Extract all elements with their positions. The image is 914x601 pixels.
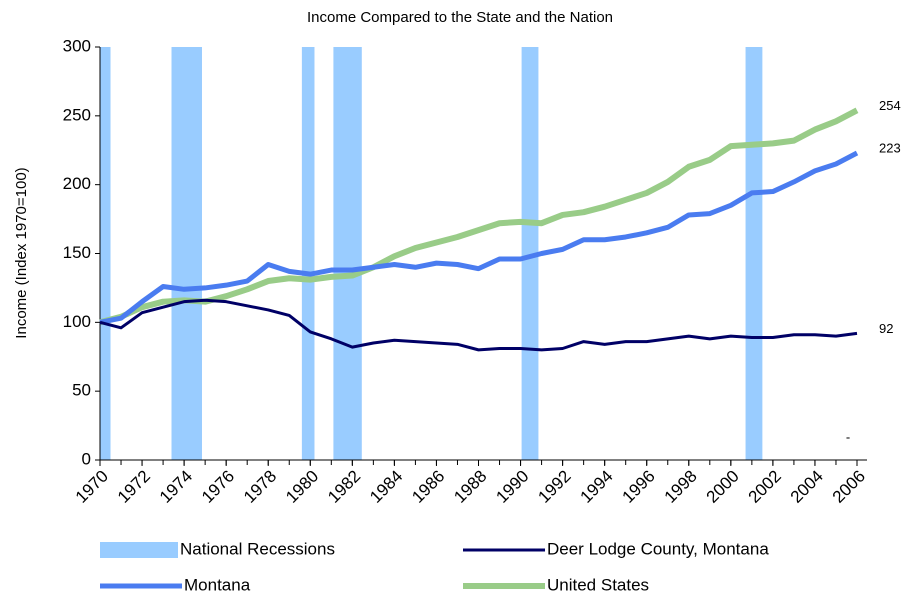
x-tick-label: 1986 [408,467,448,507]
x-tick-label: 1980 [282,467,322,507]
x-tick-label: 1974 [156,467,196,507]
x-tick-label: 1982 [324,467,364,507]
end-label: 254 [879,98,901,113]
recession-band [745,47,763,460]
x-tick-label: 1988 [450,467,490,507]
x-tick-label: 1998 [661,467,701,507]
x-tick-label: 1972 [114,467,154,507]
legend-label: Montana [184,575,251,594]
recession-band [171,47,202,460]
x-tick-label: 1994 [576,467,616,507]
recession-band [521,47,539,460]
x-tick-label: 2004 [787,467,827,507]
y-tick-label: 0 [82,449,91,468]
y-tick-label: 250 [63,105,91,124]
x-tick-label: 2002 [745,467,785,507]
recession-band [333,47,362,460]
recession-band [100,47,111,460]
series-line [99,107,859,326]
legend-swatch [100,542,178,558]
x-tick-label: 1996 [619,467,659,507]
legend-label: United States [547,575,649,594]
y-tick-label: 100 [63,312,91,331]
x-tick-label: 2006 [829,467,869,507]
recession-band [301,47,315,460]
x-tick-label: 1990 [492,467,532,507]
x-tick-label: 1984 [366,467,406,507]
legend-label: National Recessions [180,539,335,558]
chart-title: Income Compared to the State and the Nat… [307,9,613,26]
x-tick-label: 1970 [72,467,112,507]
series-line [99,150,859,325]
end-label: 223 [879,140,901,155]
series-line [99,298,858,352]
y-tick-label: 50 [72,381,91,400]
y-tick-label: 200 [63,174,91,193]
x-tick-label: 1976 [198,467,238,507]
y-tick-label: 300 [63,36,91,55]
y-axis-title: Income (Index 1970=100) [13,167,30,338]
x-tick-label: 1978 [240,467,280,507]
end-label: 92 [879,321,893,336]
legend-label: Deer Lodge County, Montana [547,539,769,558]
x-tick-label: 1992 [534,467,574,507]
y-tick-label: 150 [63,243,91,262]
annotation: - [846,429,850,444]
x-tick-label: 2000 [703,467,743,507]
